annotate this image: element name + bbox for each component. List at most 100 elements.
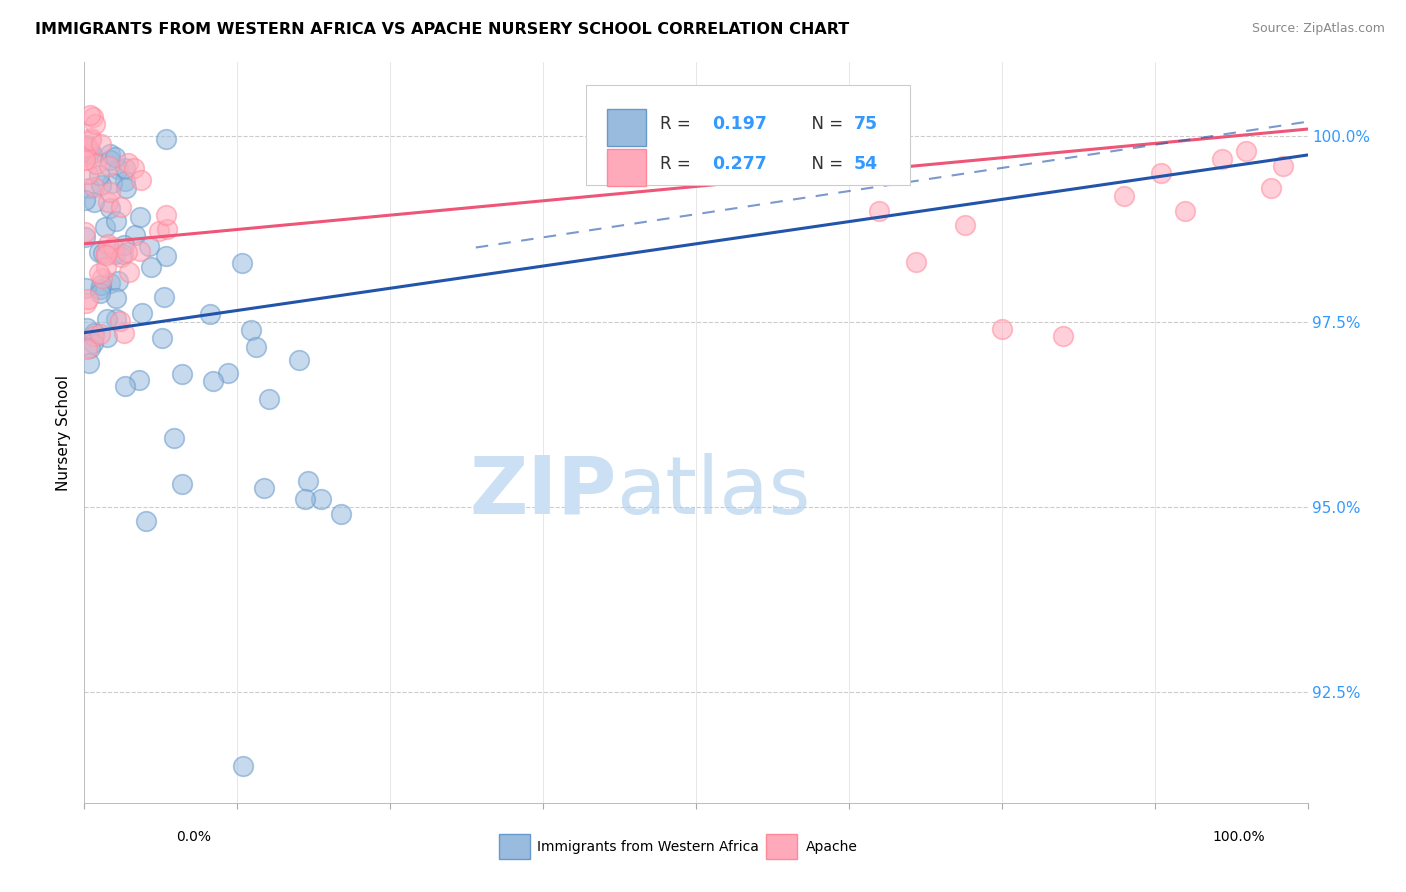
Point	[198, 308, 221, 322]
Point	[83, 329, 105, 343]
Point	[79, 341, 101, 355]
Point	[83, 326, 105, 340]
Point	[172, 367, 194, 381]
Point	[79, 181, 101, 195]
Point	[76, 153, 98, 167]
Point	[98, 276, 121, 290]
Point	[100, 201, 122, 215]
Point	[90, 178, 112, 193]
Point	[90, 271, 112, 285]
Text: R =: R =	[661, 155, 696, 173]
Point	[138, 238, 160, 252]
Point	[114, 379, 136, 393]
Point	[107, 274, 129, 288]
Text: 75: 75	[853, 114, 877, 133]
Point	[77, 356, 100, 370]
FancyBboxPatch shape	[606, 148, 645, 186]
Point	[97, 195, 120, 210]
Point	[104, 214, 127, 228]
Point	[76, 140, 98, 154]
Point	[129, 244, 152, 258]
Point	[94, 219, 117, 234]
Point	[96, 311, 118, 326]
Point	[91, 246, 114, 260]
Point	[79, 133, 101, 147]
Point	[89, 282, 111, 296]
Point	[153, 290, 176, 304]
Point	[75, 296, 97, 310]
Point	[202, 374, 225, 388]
Text: Source: ZipAtlas.com: Source: ZipAtlas.com	[1251, 22, 1385, 36]
Point	[96, 237, 118, 252]
Point	[80, 147, 103, 161]
Point	[105, 312, 128, 326]
Point	[89, 168, 111, 182]
FancyBboxPatch shape	[586, 85, 910, 185]
Point	[231, 255, 253, 269]
Point	[288, 352, 311, 367]
Point	[80, 131, 103, 145]
Point	[118, 265, 141, 279]
Point	[117, 156, 139, 170]
Text: 0.0%: 0.0%	[176, 830, 211, 844]
Point	[107, 162, 129, 177]
Point	[94, 246, 117, 260]
Point	[79, 108, 101, 122]
Point	[124, 228, 146, 243]
Point	[73, 193, 96, 207]
Point	[1150, 166, 1173, 180]
Text: N =: N =	[801, 155, 849, 173]
Point	[89, 327, 111, 342]
Point	[98, 185, 121, 199]
Point	[253, 481, 276, 495]
Point	[129, 172, 152, 186]
Point	[232, 758, 254, 772]
Point	[148, 224, 170, 238]
Text: ZIP: ZIP	[470, 453, 616, 531]
Point	[155, 249, 177, 263]
Point	[1052, 329, 1074, 343]
Point	[73, 229, 96, 244]
Point	[114, 174, 136, 188]
Point	[77, 292, 100, 306]
Point	[114, 161, 136, 176]
Point	[1260, 181, 1282, 195]
Point	[77, 167, 100, 181]
Point	[112, 326, 135, 340]
Point	[84, 117, 107, 131]
Point	[1211, 152, 1233, 166]
Point	[105, 291, 128, 305]
Point	[245, 340, 267, 354]
Y-axis label: Nursery School: Nursery School	[56, 375, 72, 491]
Point	[101, 240, 124, 254]
Point	[294, 492, 316, 507]
Text: 0.277: 0.277	[711, 155, 766, 173]
Point	[309, 491, 332, 506]
Point	[98, 153, 121, 167]
Point	[90, 277, 112, 292]
Point	[131, 305, 153, 319]
Point	[101, 176, 124, 190]
Point	[79, 143, 101, 157]
Point	[297, 475, 319, 489]
Point	[1114, 188, 1136, 202]
Point	[139, 260, 162, 274]
Point	[112, 238, 135, 252]
Point	[75, 281, 97, 295]
Point	[257, 392, 280, 406]
Point	[76, 343, 98, 357]
Point	[1272, 159, 1295, 173]
Point	[86, 157, 108, 171]
Point	[240, 323, 263, 337]
Point	[75, 225, 97, 239]
Point	[111, 247, 134, 261]
Point	[110, 200, 132, 214]
Point	[155, 132, 177, 146]
Point	[97, 159, 120, 173]
Point	[83, 194, 105, 209]
Point	[150, 331, 173, 345]
Point	[110, 251, 132, 265]
Point	[128, 373, 150, 387]
Point	[82, 336, 104, 351]
Point	[73, 139, 96, 153]
